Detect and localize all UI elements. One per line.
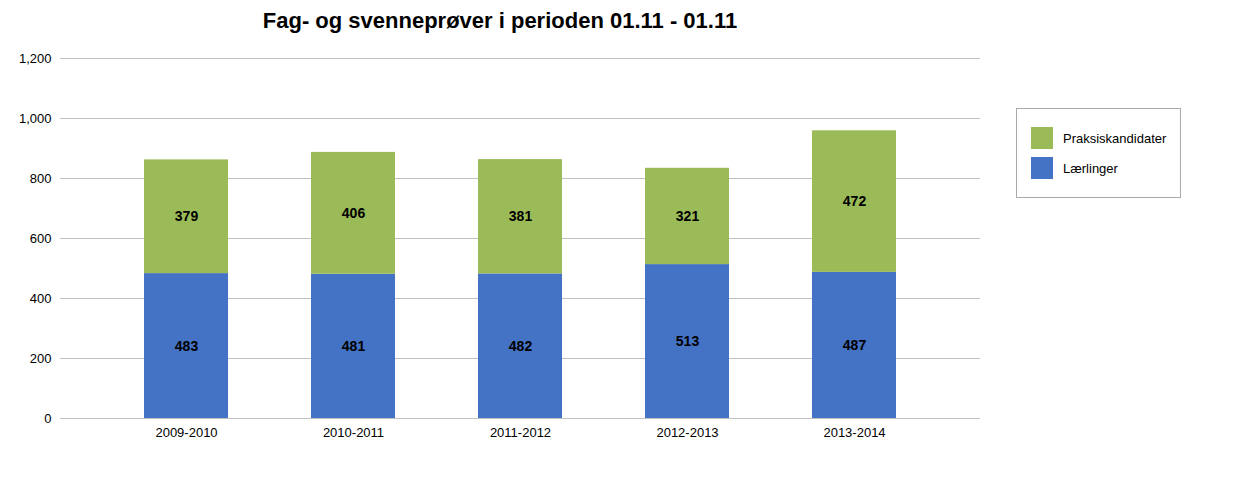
svg-text:2010-2011: 2010-2011 <box>323 425 384 440</box>
svg-text:2013-2014: 2013-2014 <box>823 425 885 440</box>
svg-text:1,000: 1,000 <box>19 111 52 126</box>
svg-text:482: 482 <box>509 338 533 354</box>
svg-text:513: 513 <box>676 333 700 349</box>
svg-text:406: 406 <box>342 205 366 221</box>
svg-text:2011-2012: 2011-2012 <box>490 425 551 440</box>
svg-text:481: 481 <box>342 338 366 354</box>
html-text:Lærlinger: Lærlinger <box>1063 160 1118 176</box>
svg-text:321: 321 <box>676 208 700 224</box>
html-text:Praksiskandidater: Praksiskandidater <box>1063 130 1167 146</box>
svg-text:381: 381 <box>509 208 533 224</box>
svg-text:1,200: 1,200 <box>19 51 52 66</box>
svg-text:0: 0 <box>44 411 51 426</box>
html-text:Fag- og svenneprøver i periode: Fag- og svenneprøver i perioden 01.11 - … <box>262 8 738 33</box>
svg-text:200: 200 <box>30 351 52 366</box>
svg-text:483: 483 <box>175 338 199 354</box>
svg-text:600: 600 <box>30 231 52 246</box>
svg-text:400: 400 <box>30 291 52 306</box>
svg-text:2012-2013: 2012-2013 <box>656 425 718 440</box>
svg-text:487: 487 <box>843 337 867 353</box>
svg-text:2009-2010: 2009-2010 <box>155 425 217 440</box>
svg-text:379: 379 <box>175 208 199 224</box>
svg-text:800: 800 <box>30 171 52 186</box>
svg-text:472: 472 <box>843 193 867 209</box>
